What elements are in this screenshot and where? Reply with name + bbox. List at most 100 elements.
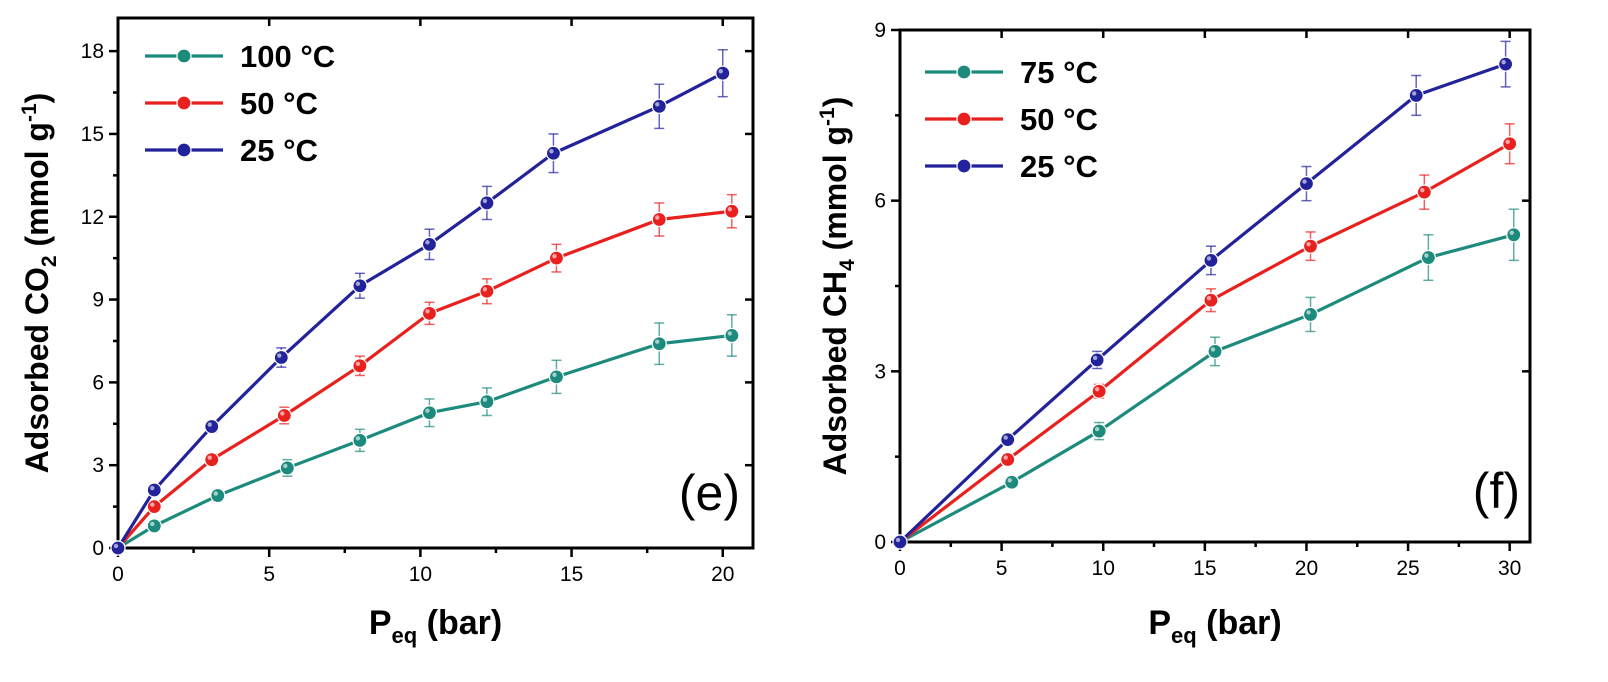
y-axis-title-sub: 2: [38, 255, 61, 267]
x-axis-title-rest: (bar): [1197, 604, 1282, 642]
data-point: [1506, 227, 1522, 243]
data-point-highlight: [1094, 426, 1100, 432]
data-point: [651, 98, 667, 114]
y-tick-label: 0: [874, 531, 886, 554]
data-point-highlight: [150, 521, 155, 527]
data-point-highlight: [552, 372, 557, 378]
data-point: [1420, 249, 1436, 266]
x-tick-label: 10: [1092, 557, 1115, 580]
series-100c: [110, 313, 740, 556]
data-point: [1416, 184, 1432, 200]
data-point: [715, 65, 731, 81]
series-50c: [892, 123, 1518, 550]
y-tick-label: 3: [874, 360, 886, 383]
y-axis-title-end: ): [19, 93, 55, 104]
data-point-highlight: [1424, 253, 1429, 258]
legend-swatch-marker: [176, 95, 192, 111]
data-point: [1091, 383, 1107, 399]
data-point: [548, 369, 565, 385]
data-point: [210, 487, 226, 504]
data-point: [548, 250, 565, 266]
legend-label: 25 °C: [240, 133, 318, 168]
data-point-highlight: [355, 361, 361, 367]
x-axis-title-sub: eq: [392, 623, 418, 648]
x-axis-title: Peq (bar): [1148, 604, 1281, 648]
data-point-highlight: [482, 397, 488, 402]
panel-label: (e): [679, 465, 740, 521]
x-tick-label: 15: [560, 563, 583, 586]
series-line: [116, 209, 733, 550]
legend-swatch-marker: [176, 142, 192, 158]
data-point-highlight: [482, 198, 488, 204]
data-point: [1203, 292, 1219, 308]
legend-label: 50 °C: [1020, 102, 1098, 137]
plot-frame: [898, 28, 1532, 544]
data-point-highlight: [1509, 230, 1514, 235]
data-point: [724, 203, 740, 219]
data-point: [204, 418, 220, 435]
data-point-highlight: [552, 253, 557, 259]
data-point: [146, 518, 162, 534]
x-axis-title-rest: (bar): [417, 604, 502, 642]
legend-label: 25 °C: [1020, 149, 1098, 184]
y-axis-title-main: Adsorbed CO: [19, 267, 55, 473]
y-axis-title: Adsorbed CH4 (mmol g-1): [816, 97, 859, 476]
data-point-highlight: [655, 339, 660, 344]
x-tick-label: 5: [263, 563, 275, 586]
chart-panel-f: 0 5 10 15 20 25 30 0 3 6 9 75 °C 50 °C 25 °C (f) Peq (b…: [816, 19, 1532, 648]
y-tick-label: 9: [92, 289, 104, 312]
data-point-highlight: [1302, 179, 1307, 184]
data-point-highlight: [1210, 347, 1216, 352]
y-axis-title-sup: -1: [816, 107, 839, 126]
x-axis-title-main: P: [369, 604, 392, 642]
data-point-highlight: [277, 353, 282, 358]
series-line: [116, 71, 724, 549]
data-point-highlight: [425, 408, 430, 413]
data-point: [724, 327, 740, 344]
data-point: [352, 358, 368, 374]
legend-label: 50 °C: [240, 86, 318, 121]
data-point-highlight: [425, 309, 430, 314]
y-tick-label: 0: [92, 537, 104, 560]
data-point-highlight: [207, 422, 212, 427]
data-point-highlight: [1505, 139, 1510, 144]
x-tick-label: 10: [409, 563, 432, 586]
y-tick-label: 3: [92, 454, 104, 477]
data-point: [421, 405, 438, 421]
data-point-highlight: [113, 543, 119, 549]
data-point: [1498, 56, 1514, 72]
data-point: [892, 534, 908, 550]
data-point: [279, 460, 295, 476]
series-25c: [892, 40, 1514, 550]
y-tick-label: 6: [874, 190, 886, 213]
y-axis-title-main: Adsorbed CH: [817, 271, 853, 475]
legend-label: 100 °C: [240, 39, 335, 74]
data-point: [1000, 432, 1016, 448]
y-axis-title-end: ): [817, 97, 853, 108]
data-point-highlight: [1306, 241, 1311, 247]
data-point: [1302, 306, 1319, 323]
series-line: [899, 142, 1511, 544]
data-point-highlight: [1003, 455, 1008, 460]
data-point: [651, 211, 667, 228]
data-point: [273, 349, 289, 366]
data-point: [1207, 343, 1223, 360]
x-tick-label: 0: [112, 563, 124, 586]
data-point-highlight: [727, 331, 733, 336]
data-point-highlight: [1003, 435, 1008, 440]
y-tick-label: 15: [81, 123, 104, 146]
x-tick-label: 0: [894, 557, 906, 580]
x-tick-label: 5: [996, 557, 1008, 580]
legend-swatch-marker: [956, 111, 972, 127]
series-line: [899, 233, 1515, 544]
data-point: [1502, 136, 1518, 152]
data-point-highlight: [1306, 310, 1311, 315]
y-axis-title: Adsorbed CO2 (mmol g-1): [18, 93, 61, 474]
x-tick-label: 15: [1193, 557, 1216, 580]
data-point: [1000, 451, 1016, 468]
data-point: [352, 432, 368, 448]
series-75c: [892, 208, 1522, 550]
data-point: [1302, 238, 1319, 254]
data-point: [204, 452, 220, 468]
